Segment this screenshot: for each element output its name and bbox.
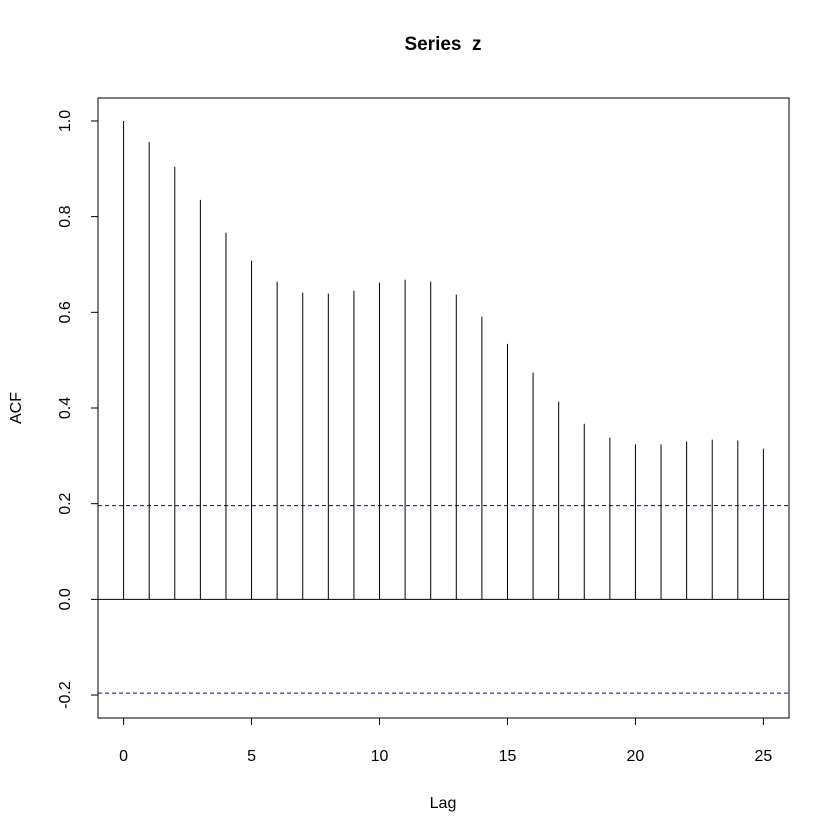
x-tick-label: 5 [247,748,256,765]
y-tick-label: 0.0 [57,588,74,610]
y-axis-label: ACF [8,392,25,424]
x-tick-label: 20 [627,748,645,765]
x-tick-label: 25 [755,748,773,765]
y-tick-label: 1.0 [57,110,74,132]
x-tick-label: 0 [119,748,128,765]
y-tick-label: 0.8 [57,205,74,227]
plot-frame [97,97,790,719]
y-tick-label: -0.2 [57,681,74,709]
y-tick-label: 0.6 [57,301,74,323]
y-tick-label: 0.2 [57,492,74,514]
y-tick-label: 0.4 [57,397,74,419]
x-tick-label: 15 [499,748,517,765]
x-tick-label: 10 [371,748,389,765]
chart-title: Series z [404,34,481,55]
x-axis-label: Lag [430,795,457,812]
